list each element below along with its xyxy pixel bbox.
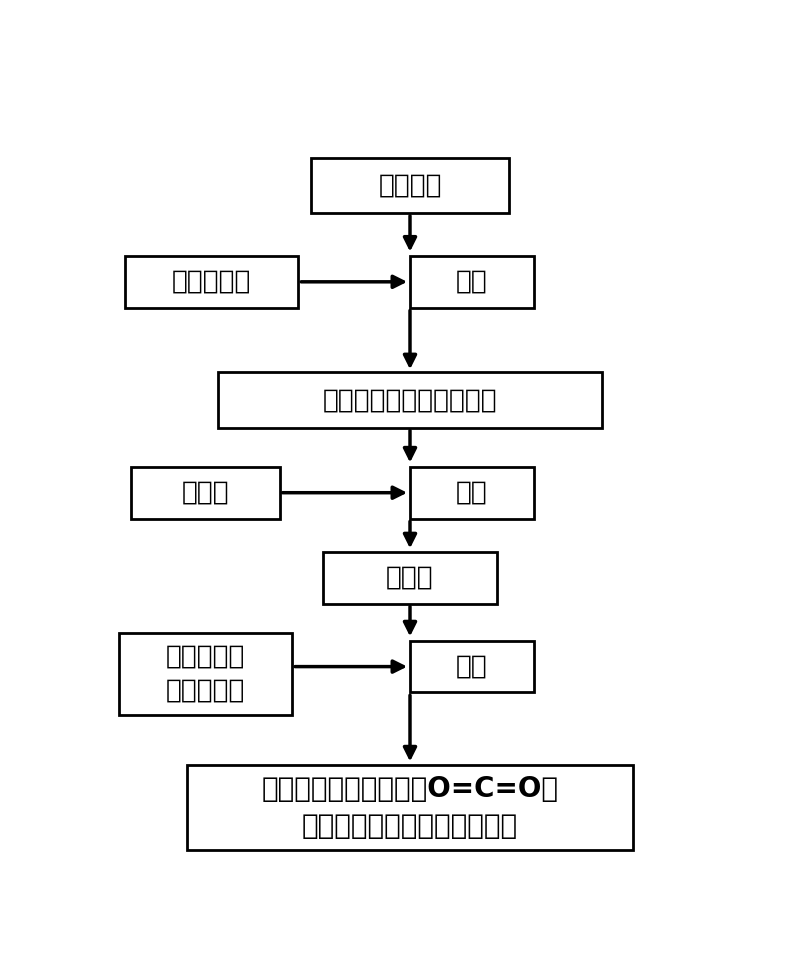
Text: 还原剂: 还原剂	[182, 480, 230, 505]
FancyBboxPatch shape	[323, 552, 497, 604]
FancyBboxPatch shape	[131, 467, 280, 519]
Text: 搅拌: 搅拌	[456, 480, 488, 505]
FancyBboxPatch shape	[187, 765, 634, 850]
FancyBboxPatch shape	[218, 373, 602, 428]
Text: 表面活性剂和金盐混合液: 表面活性剂和金盐混合液	[322, 387, 498, 413]
Text: 金盐溶液: 金盐溶液	[378, 173, 442, 199]
Text: 含硫元素和碳氧基团（O=C=O）
的离子团簇修饰的纳米金溶液: 含硫元素和碳氧基团（O=C=O） 的离子团簇修饰的纳米金溶液	[262, 775, 558, 840]
FancyBboxPatch shape	[410, 256, 534, 308]
FancyBboxPatch shape	[410, 467, 534, 519]
Text: 含有巯基和
羧基化合物: 含有巯基和 羧基化合物	[166, 644, 245, 704]
Text: 纳米金: 纳米金	[386, 565, 434, 591]
FancyBboxPatch shape	[410, 641, 534, 693]
FancyBboxPatch shape	[125, 256, 298, 308]
Text: 搅拌: 搅拌	[456, 269, 488, 295]
Text: 搅拌: 搅拌	[456, 653, 488, 679]
FancyBboxPatch shape	[310, 158, 509, 213]
FancyBboxPatch shape	[118, 633, 292, 715]
Text: 表面活性剂: 表面活性剂	[172, 269, 251, 295]
